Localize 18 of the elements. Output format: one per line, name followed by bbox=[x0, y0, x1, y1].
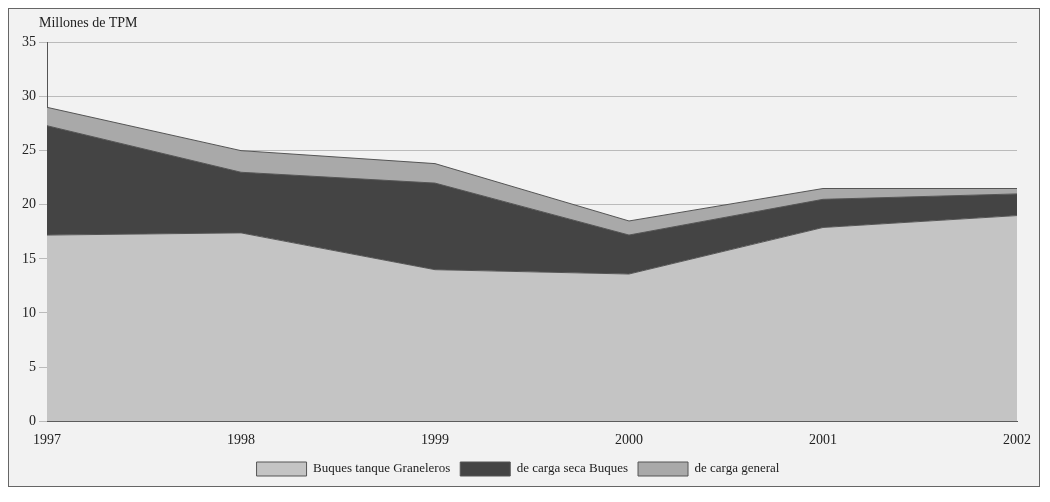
x-tick-label: 1999 bbox=[421, 432, 449, 448]
x-tick-label: 1998 bbox=[227, 432, 255, 448]
y-tick-label: 35 bbox=[22, 34, 36, 50]
legend-label: de carga seca Buques bbox=[516, 460, 629, 476]
y-tick-label: 15 bbox=[22, 250, 36, 266]
y-tick-label: 20 bbox=[22, 196, 36, 212]
y-tick-label: 0 bbox=[29, 412, 36, 428]
y-tick-label: 5 bbox=[29, 358, 36, 374]
legend-label: de carga general bbox=[694, 460, 780, 476]
x-tick-label: 2000 bbox=[615, 432, 643, 448]
y-tick-label: 30 bbox=[22, 88, 36, 104]
y-axis-title: Millones de TPM bbox=[38, 14, 139, 31]
y-tick-label: 25 bbox=[22, 142, 36, 158]
legend-label: Buques tanque Graneleros bbox=[313, 460, 451, 476]
y-tick-label: 10 bbox=[22, 304, 36, 320]
x-tick-label: 1997 bbox=[33, 432, 61, 448]
x-tick-label: 2001 bbox=[809, 432, 837, 448]
x-tick-label: 2002 bbox=[1003, 432, 1031, 448]
